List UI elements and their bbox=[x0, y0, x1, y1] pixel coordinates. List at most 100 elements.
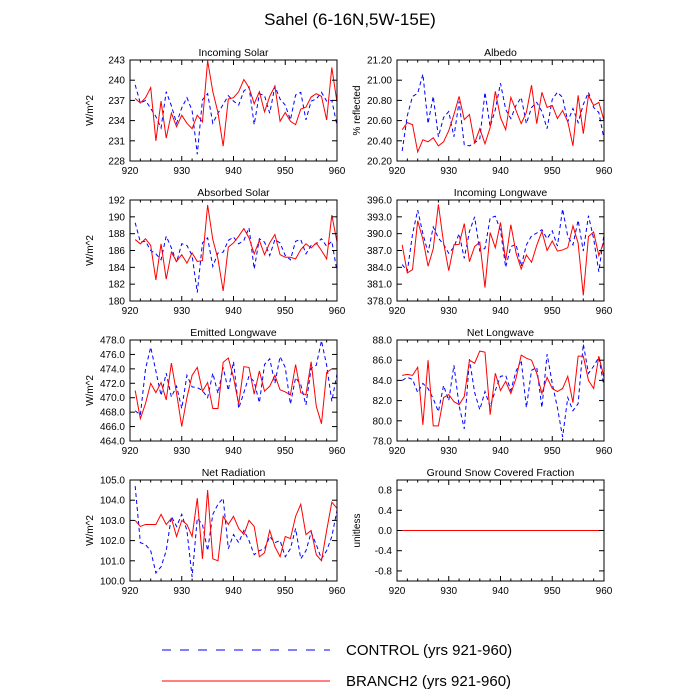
control-series-line bbox=[134, 486, 337, 578]
x-tick-label: 940 bbox=[492, 446, 509, 457]
panel-title: Emitted Longwave bbox=[190, 327, 277, 339]
x-tick-label: 930 bbox=[173, 586, 190, 597]
y-tick-label: 231 bbox=[108, 136, 125, 147]
y-tick-label: 228 bbox=[108, 157, 125, 168]
y-tick-label: -0.4 bbox=[375, 546, 393, 557]
y-tick-label: 186 bbox=[108, 246, 125, 257]
y-tick-label: 472.0 bbox=[100, 379, 125, 390]
panel-7: Net Radiation 920 930 940 950 960 100.0 101.0 10… bbox=[85, 467, 346, 597]
y-tick-label: 102.0 bbox=[100, 536, 125, 547]
x-tick-label: 930 bbox=[173, 306, 190, 317]
y-tick-label: 180 bbox=[108, 297, 125, 308]
y-tick-label: 104.0 bbox=[100, 496, 125, 507]
y-tick-label: 0.0 bbox=[378, 526, 392, 537]
panel-frame bbox=[396, 199, 605, 302]
x-tick-label: 930 bbox=[440, 306, 457, 317]
figure-title: Sahel (6-16N,5W-15E) bbox=[264, 10, 436, 29]
x-tick-label: 920 bbox=[122, 166, 139, 177]
y-tick-label: 387.0 bbox=[367, 246, 392, 257]
x-tick-label: 960 bbox=[329, 166, 346, 177]
panel-title: Absorbed Solar bbox=[197, 187, 270, 199]
x-tick-label: 940 bbox=[492, 306, 509, 317]
x-tick-label: 940 bbox=[225, 166, 242, 177]
y-tick-label: 468.0 bbox=[100, 408, 125, 419]
x-tick-label: 920 bbox=[389, 306, 406, 317]
y-tick-label: 243 bbox=[108, 56, 125, 67]
x-tick-label: 960 bbox=[596, 306, 613, 317]
y-tick-label: 78.0 bbox=[373, 437, 393, 448]
x-tick-label: 950 bbox=[277, 306, 294, 317]
y-tick-label: 474.0 bbox=[100, 364, 125, 375]
x-tick-label: 960 bbox=[596, 586, 613, 597]
y-tick-label: 101.0 bbox=[100, 556, 125, 567]
y-tick-label: 20.40 bbox=[367, 136, 392, 147]
y-tick-label: 21.00 bbox=[367, 76, 392, 87]
x-tick-label: 930 bbox=[173, 166, 190, 177]
x-tick-label: 920 bbox=[389, 446, 406, 457]
x-tick-label: 950 bbox=[277, 446, 294, 457]
panel-2: Albedo 920 930 940 950 960 20.20 20.40 20.60 20.8… bbox=[352, 47, 613, 177]
control-series-line bbox=[401, 74, 604, 151]
control-series-line bbox=[134, 84, 337, 155]
x-tick-label: 950 bbox=[544, 586, 561, 597]
x-tick-label: 950 bbox=[277, 586, 294, 597]
y-axis-label: W/m^2 bbox=[85, 95, 96, 126]
branch-series-line bbox=[134, 204, 337, 291]
x-tick-label: 930 bbox=[440, 166, 457, 177]
branch-series-line bbox=[134, 60, 337, 147]
y-tick-label: 103.0 bbox=[100, 516, 125, 527]
control-series-line bbox=[401, 208, 604, 273]
x-tick-label: 940 bbox=[492, 586, 509, 597]
legend: CONTROL (yrs 921-960) BRANCH2 (yrs 921-9… bbox=[162, 642, 512, 690]
panel-8: Ground Snow Covered Fraction 920 930 940 950… bbox=[352, 467, 613, 597]
x-tick-label: 930 bbox=[440, 446, 457, 457]
panel-title: Ground Snow Covered Fraction bbox=[427, 467, 575, 479]
y-tick-label: 84.0 bbox=[373, 376, 393, 387]
panel-title: Net Radiation bbox=[202, 467, 266, 479]
y-tick-label: 20.60 bbox=[367, 116, 392, 127]
panel-1: Incoming Solar 920 930 940 950 960 228 231 234 23… bbox=[85, 47, 346, 177]
y-tick-label: -0.8 bbox=[375, 566, 393, 577]
x-tick-label: 960 bbox=[596, 166, 613, 177]
x-tick-label: 920 bbox=[389, 166, 406, 177]
control-series-line bbox=[401, 343, 604, 438]
y-tick-label: 237 bbox=[108, 96, 125, 107]
panels: Incoming Solar 920 930 940 950 960 228 231 234 23… bbox=[85, 47, 613, 597]
y-tick-label: 378.0 bbox=[367, 297, 392, 308]
y-tick-label: 393.0 bbox=[367, 212, 392, 223]
y-tick-label: 396.0 bbox=[367, 196, 392, 207]
y-tick-label: 20.20 bbox=[367, 157, 392, 168]
panel-frame bbox=[129, 479, 338, 582]
panel-6: Net Longwave 920 930 940 950 960 78.0 80.0 82.0 8… bbox=[373, 327, 613, 457]
branch-series-line bbox=[401, 204, 604, 296]
x-tick-label: 950 bbox=[544, 166, 561, 177]
panel-frame bbox=[129, 59, 338, 162]
panel-title: Albedo bbox=[484, 47, 517, 59]
legend-branch-label: BRANCH2 (yrs 921-960) bbox=[346, 673, 511, 690]
y-tick-label: 100.0 bbox=[100, 577, 125, 588]
x-tick-label: 960 bbox=[329, 586, 346, 597]
x-tick-label: 960 bbox=[329, 306, 346, 317]
x-tick-label: 920 bbox=[122, 446, 139, 457]
panel-4: Incoming Longwave 920 930 940 950 960 378.0 381… bbox=[367, 187, 613, 317]
y-tick-label: 86.0 bbox=[373, 356, 393, 367]
panel-frame bbox=[129, 339, 338, 442]
y-tick-label: 381.0 bbox=[367, 280, 392, 291]
x-tick-label: 950 bbox=[277, 166, 294, 177]
control-series-line bbox=[134, 222, 337, 293]
y-axis-label: unitless bbox=[352, 514, 363, 548]
branch-series-line bbox=[134, 490, 337, 562]
branch-series-line bbox=[134, 357, 337, 427]
y-tick-label: 234 bbox=[108, 116, 125, 127]
control-series-line bbox=[134, 340, 337, 417]
y-tick-label: 105.0 bbox=[100, 476, 125, 487]
x-tick-label: 940 bbox=[225, 306, 242, 317]
panel-title: Incoming Longwave bbox=[454, 187, 548, 199]
y-tick-label: 384.0 bbox=[367, 263, 392, 274]
x-tick-label: 920 bbox=[122, 586, 139, 597]
x-tick-label: 920 bbox=[389, 586, 406, 597]
panel-5: Emitted Longwave 920 930 940 950 960 464.0 466.… bbox=[85, 327, 346, 457]
y-tick-label: 82.0 bbox=[373, 396, 393, 407]
y-tick-label: 190 bbox=[108, 212, 125, 223]
